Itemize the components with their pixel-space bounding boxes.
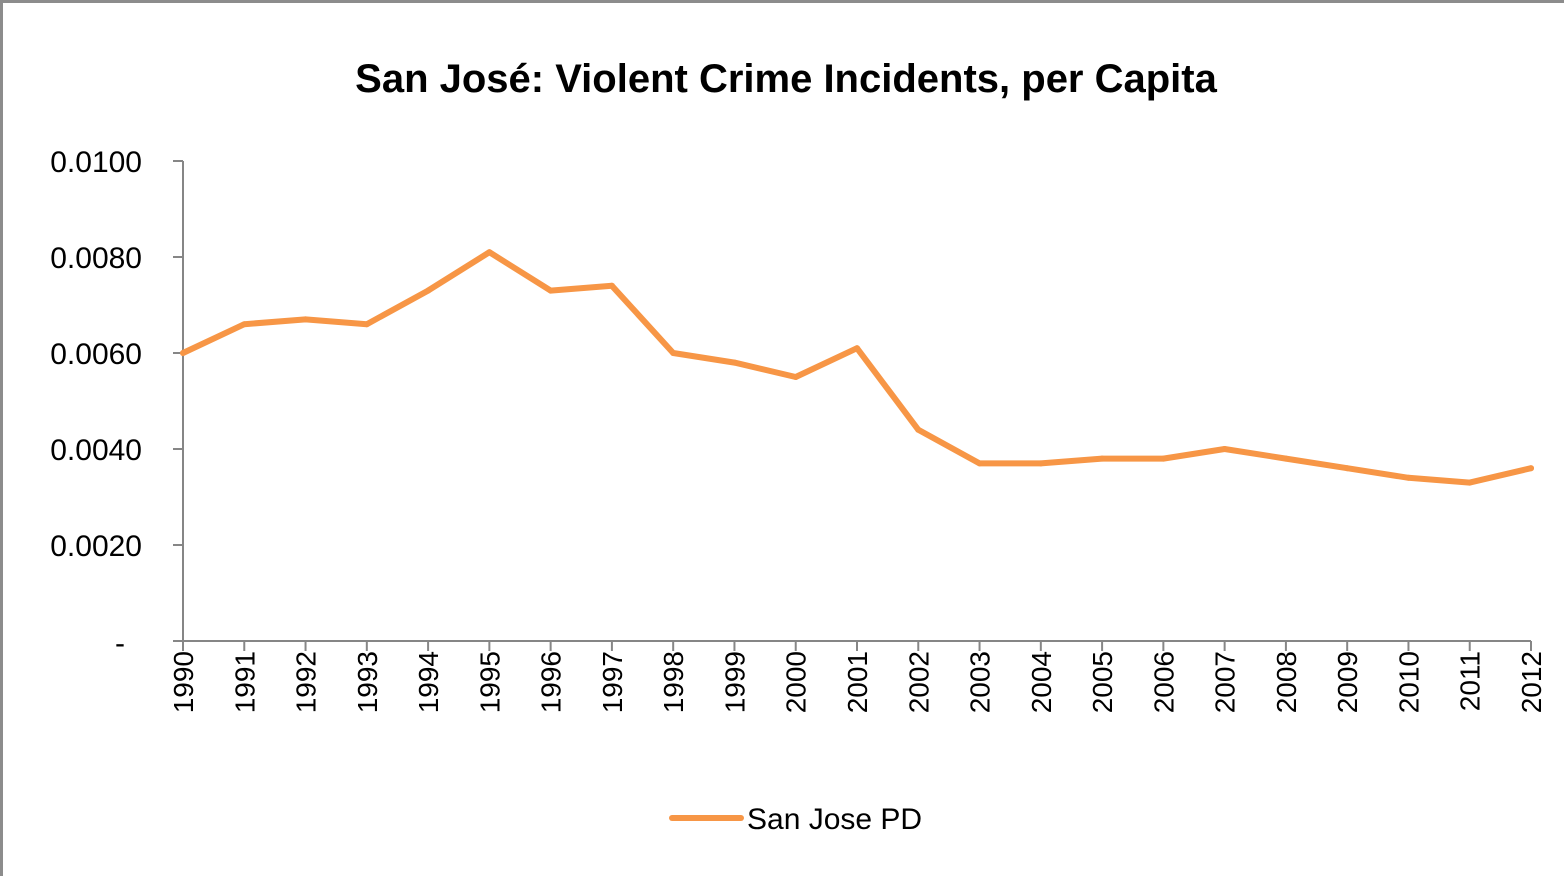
data-point <box>425 287 432 294</box>
x-tick-label: 1999 <box>719 651 750 713</box>
data-point <box>670 350 677 356</box>
data-point <box>1344 465 1351 472</box>
y-tick-label: 0.0100 <box>50 146 142 179</box>
x-tick-label: 1990 <box>168 651 199 713</box>
data-point <box>1282 455 1289 462</box>
x-tick-label: 2001 <box>842 651 873 713</box>
x-tick-label: 1991 <box>229 651 260 713</box>
x-tick-label: 2003 <box>965 651 996 713</box>
x-tick-label: 2002 <box>903 651 934 713</box>
series-line-0 <box>180 249 1534 486</box>
axes: - 0.0020 0.0040 0.0060 0.0080 0.0100 1990 1991 1… <box>50 146 1547 713</box>
data-point <box>854 345 860 352</box>
x-tick-label: 2011 <box>1455 651 1486 711</box>
data-point <box>1405 474 1412 481</box>
x-tick-label: 1996 <box>536 651 567 713</box>
data-point <box>731 359 738 366</box>
x-tick-label: 2007 <box>1210 651 1241 713</box>
x-tick-label: 1994 <box>413 651 444 713</box>
data-point <box>180 350 186 356</box>
x-tick-label: 2010 <box>1393 651 1424 713</box>
x-tick-label: 2005 <box>1087 651 1118 713</box>
x-tick-label: 2009 <box>1332 651 1363 713</box>
y-tick-label: 0.0080 <box>50 242 142 275</box>
data-point <box>608 282 615 289</box>
data-point <box>547 287 554 294</box>
data-point <box>1160 455 1167 462</box>
x-tick-label: 1997 <box>597 651 628 713</box>
y-tick-label: 0.0020 <box>50 530 142 563</box>
data-point <box>363 321 370 328</box>
data-point <box>1528 465 1534 472</box>
data-point <box>486 249 493 256</box>
data-point <box>302 316 309 323</box>
data-point <box>915 426 922 433</box>
x-tick-label: 2006 <box>1148 651 1179 713</box>
x-tick-label: 2000 <box>781 651 812 713</box>
x-tick-label: 2004 <box>1026 651 1057 713</box>
chart-title: San José: Violent Crime Incidents, per C… <box>355 57 1217 101</box>
data-point <box>976 460 983 467</box>
data-point <box>1099 455 1106 462</box>
y-tick-label: - <box>115 627 125 660</box>
data-point <box>1221 446 1228 452</box>
data-point <box>241 321 248 328</box>
legend: San Jose PD <box>669 803 922 836</box>
y-tick-label: 0.0040 <box>50 434 142 467</box>
x-tick-label: 1995 <box>474 651 505 713</box>
data-point <box>1466 479 1473 486</box>
legend-label: San Jose PD <box>747 803 922 836</box>
x-tick-label: 1993 <box>352 651 383 713</box>
x-tick-label: 2012 <box>1516 651 1547 713</box>
x-tick-label: 2008 <box>1271 651 1302 713</box>
data-point <box>1037 460 1044 467</box>
x-tick-label: 1992 <box>291 651 322 713</box>
data-point <box>792 374 799 380</box>
y-tick-label: 0.0060 <box>50 338 142 371</box>
x-tick-label: 1998 <box>658 651 689 713</box>
series-layer <box>180 249 1534 486</box>
